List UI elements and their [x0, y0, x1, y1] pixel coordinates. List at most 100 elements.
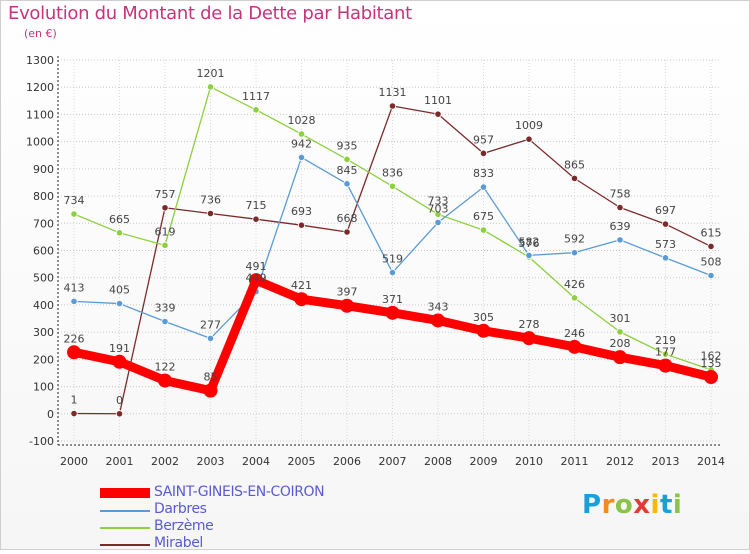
- data-label-saint-gineis-en-coiron: 371: [382, 293, 403, 306]
- data-point-mirabel: [525, 135, 533, 143]
- data-point-mirabel: [252, 215, 260, 223]
- y-tick-label: 100: [33, 381, 54, 394]
- data-point-mirabel: [616, 203, 624, 212]
- data-point-berz-me: [388, 182, 397, 190]
- logo-letter: x: [633, 490, 651, 520]
- legend-item-darbres[interactable]: Darbres: [100, 501, 400, 520]
- data-label-mirabel: 757: [155, 188, 176, 201]
- data-label-saint-gineis-en-coiron: 343: [428, 300, 449, 313]
- x-tick-label: 2012: [606, 455, 634, 468]
- legend-item-mirabel[interactable]: Mirabel: [100, 535, 400, 554]
- data-point-saint-gineis-en-coiron: [567, 339, 582, 354]
- data-label-saint-gineis-en-coiron: 226: [64, 332, 85, 345]
- data-label-darbres: 582: [519, 235, 540, 248]
- data-point-saint-gineis-en-coiron: [431, 313, 445, 328]
- logo-letter: t: [659, 490, 673, 520]
- data-label-mirabel: 693: [291, 205, 312, 218]
- x-tick-label: 2006: [333, 455, 361, 468]
- data-label-darbres: 508: [701, 256, 722, 269]
- data-label-mirabel: 0: [116, 394, 123, 407]
- data-point-saint-gineis-en-coiron: [613, 350, 627, 365]
- legend-swatch-mirabel: [100, 544, 150, 546]
- data-point-berz-me: [661, 350, 670, 358]
- data-label-berz-me: 426: [564, 278, 585, 291]
- data-point-mirabel: [388, 102, 397, 110]
- data-point-saint-gineis-en-coiron: [385, 305, 400, 320]
- y-tick-label: 1100: [26, 108, 54, 121]
- data-point-darbres: [434, 218, 442, 227]
- data-point-berz-me: [434, 210, 442, 218]
- y-tick-label: -100: [29, 435, 54, 448]
- data-label-darbres: 573: [655, 238, 676, 251]
- data-label-mirabel: 1131: [379, 86, 407, 99]
- legend-item-saint-gineis[interactable]: SAINT-GINEIS-EN-COIRON: [100, 484, 400, 503]
- legend-item-berzeme[interactable]: Berzème: [100, 518, 400, 537]
- data-point-berz-me: [570, 294, 579, 302]
- y-tick-label: 800: [33, 190, 54, 203]
- data-point-saint-gineis-en-coiron: [112, 354, 127, 369]
- data-label-mirabel: 865: [564, 158, 585, 171]
- data-label-saint-gineis-en-coiron: 305: [473, 311, 494, 324]
- data-point-mirabel: [707, 242, 715, 251]
- data-label-mirabel: 758: [610, 188, 631, 201]
- data-point-saint-gineis-en-coiron: [704, 370, 718, 385]
- logo-letter: i: [650, 490, 660, 520]
- data-label-darbres: 592: [564, 233, 585, 246]
- data-label-saint-gineis-en-coiron: 191: [109, 342, 130, 355]
- y-tick-label: 1200: [26, 81, 54, 94]
- y-tick-label: 1300: [26, 54, 54, 67]
- data-point-berz-me: [297, 130, 306, 138]
- data-point-saint-gineis-en-coiron: [203, 383, 218, 398]
- data-label-berz-me: 734: [64, 194, 85, 207]
- x-tick-label: 2007: [379, 455, 407, 468]
- chart-unit-label: (en €): [24, 27, 57, 40]
- data-point-mirabel: [115, 410, 124, 418]
- data-point-mirabel: [570, 174, 579, 182]
- y-tick-label: 600: [33, 245, 54, 258]
- data-label-darbres: 277: [200, 318, 221, 331]
- data-point-darbres: [297, 153, 306, 162]
- data-point-darbres: [388, 268, 397, 277]
- y-tick-label: 900: [33, 163, 54, 176]
- data-label-darbres: 519: [382, 253, 403, 266]
- data-label-darbres: 639: [610, 220, 631, 233]
- data-label-saint-gineis-en-coiron: 397: [337, 286, 358, 299]
- data-point-saint-gineis-en-coiron: [249, 273, 263, 288]
- y-tick-label: 700: [33, 217, 54, 230]
- data-label-darbres: 845: [337, 164, 358, 177]
- x-tick-label: 2004: [242, 455, 270, 468]
- data-label-saint-gineis-en-coiron: 122: [155, 361, 176, 374]
- data-point-mirabel: [434, 110, 442, 118]
- data-point-saint-gineis-en-coiron: [294, 292, 309, 307]
- data-label-saint-gineis-en-coiron: 177: [655, 346, 676, 359]
- data-label-berz-me: 836: [382, 166, 403, 179]
- x-tick-label: 2002: [151, 455, 179, 468]
- legend-label-berzeme: Berzème: [154, 518, 214, 534]
- data-point-darbres: [206, 334, 215, 343]
- data-label-saint-gineis-en-coiron: 491: [246, 260, 267, 273]
- data-label-mirabel: 615: [701, 226, 722, 239]
- data-point-saint-gineis-en-coiron: [658, 358, 673, 373]
- data-label-darbres: 449: [246, 272, 267, 285]
- chart-legend: SAINT-GINEIS-EN-COIRON Darbres Berzème M…: [100, 484, 400, 554]
- logo-letter: r: [601, 490, 615, 520]
- data-label-berz-me: 733: [428, 194, 449, 207]
- data-label-mirabel: 957: [473, 133, 494, 146]
- data-point-darbres: [479, 183, 488, 191]
- data-label-mirabel: 1101: [424, 94, 452, 107]
- data-point-berz-me: [206, 83, 215, 91]
- x-tick-label: 2005: [288, 455, 316, 468]
- data-label-berz-me: 935: [337, 139, 358, 152]
- data-label-saint-gineis-en-coiron: 208: [610, 337, 631, 350]
- data-point-mirabel: [479, 149, 488, 157]
- x-tick-label: 2000: [60, 455, 88, 468]
- data-label-berz-me: 1117: [242, 90, 270, 103]
- data-point-berz-me: [115, 229, 124, 237]
- logo-letter: o: [614, 490, 634, 520]
- chart-title: Evolution du Montant de la Dette par Hab…: [8, 3, 412, 24]
- data-point-darbres: [343, 180, 351, 188]
- data-label-darbres: 942: [291, 137, 312, 150]
- data-label-mirabel: 1009: [515, 119, 543, 132]
- data-label-mirabel: 697: [655, 204, 676, 217]
- data-label-berz-me: 576: [519, 237, 540, 250]
